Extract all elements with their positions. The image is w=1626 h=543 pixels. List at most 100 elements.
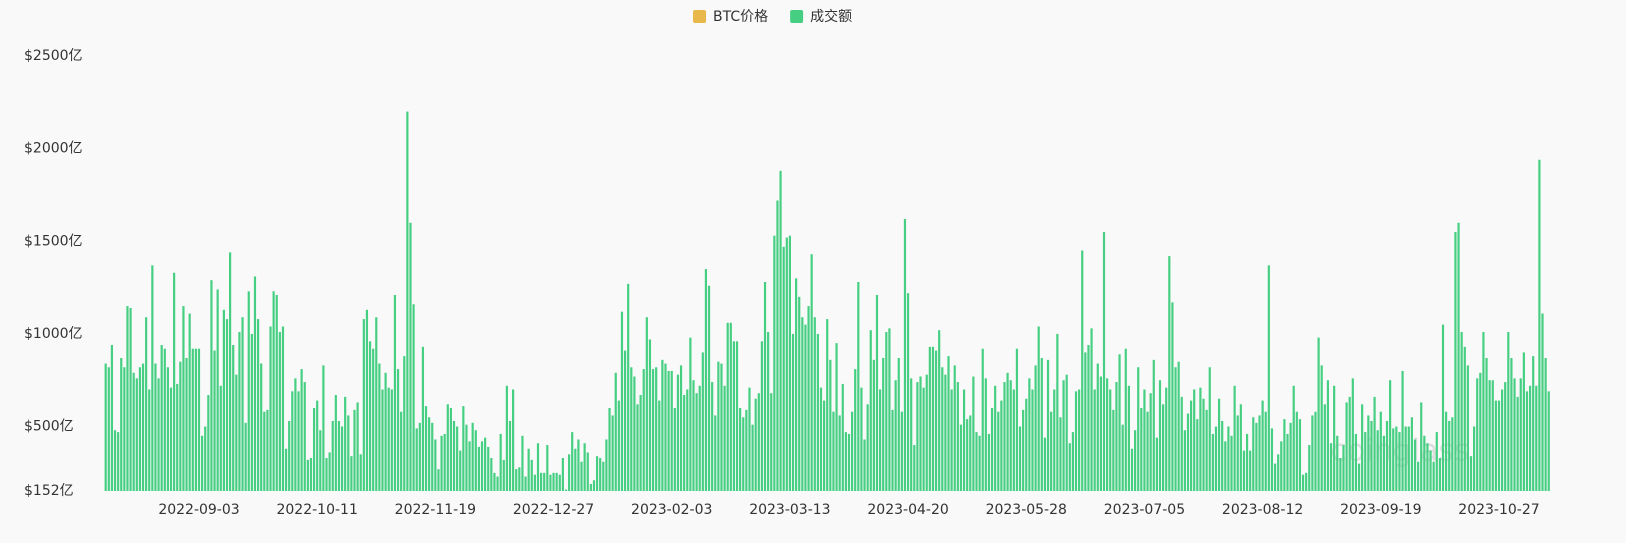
legend-swatch[interactable] bbox=[790, 10, 804, 23]
bar bbox=[1314, 411, 1317, 491]
bar bbox=[1398, 432, 1401, 491]
bar bbox=[328, 452, 331, 491]
bar bbox=[337, 420, 341, 491]
x-tick-label: 2022-11-19 bbox=[395, 502, 476, 518]
bar bbox=[1544, 357, 1547, 491]
bar bbox=[1320, 365, 1323, 491]
bar bbox=[773, 235, 776, 491]
bar bbox=[888, 328, 891, 491]
bar bbox=[664, 363, 667, 491]
bar bbox=[667, 370, 670, 491]
bar bbox=[1488, 380, 1491, 491]
legend-label[interactable]: 成交额 bbox=[810, 8, 852, 25]
bar bbox=[561, 458, 564, 491]
bar bbox=[1258, 415, 1261, 491]
bar bbox=[651, 369, 655, 491]
bar bbox=[169, 387, 173, 491]
bar bbox=[1143, 389, 1146, 491]
bar bbox=[860, 387, 863, 491]
bar bbox=[580, 461, 583, 491]
bar bbox=[179, 361, 182, 491]
bar bbox=[673, 408, 676, 491]
bar bbox=[913, 445, 916, 491]
bar bbox=[1469, 456, 1473, 491]
bar bbox=[222, 309, 225, 491]
bar bbox=[1196, 419, 1199, 491]
y-tick-label: $2500亿 bbox=[24, 48, 83, 64]
bar bbox=[829, 359, 832, 491]
bar bbox=[157, 378, 160, 491]
bar bbox=[518, 467, 521, 491]
bar bbox=[903, 219, 907, 492]
bar bbox=[1012, 389, 1015, 491]
bar bbox=[1407, 426, 1410, 491]
bar bbox=[210, 280, 213, 491]
bar bbox=[1009, 380, 1012, 491]
bar bbox=[1463, 346, 1466, 491]
bar bbox=[107, 367, 110, 491]
bar bbox=[782, 246, 785, 491]
bar bbox=[583, 443, 586, 491]
legend-swatch[interactable] bbox=[693, 10, 706, 23]
bar bbox=[378, 363, 381, 491]
bar bbox=[692, 380, 695, 491]
bar bbox=[278, 332, 281, 491]
bar bbox=[779, 170, 782, 491]
bar bbox=[595, 456, 599, 491]
bar bbox=[390, 389, 393, 491]
bar bbox=[1245, 433, 1249, 491]
bar bbox=[661, 359, 664, 491]
bar bbox=[1255, 422, 1258, 491]
bar bbox=[1301, 474, 1305, 491]
bar bbox=[602, 461, 605, 491]
bar bbox=[941, 367, 944, 491]
bar bbox=[586, 452, 589, 491]
bar bbox=[1152, 359, 1155, 491]
bar bbox=[1059, 417, 1062, 491]
bar bbox=[851, 411, 854, 491]
bar bbox=[922, 387, 925, 491]
bar bbox=[219, 385, 222, 491]
bar bbox=[173, 272, 176, 491]
bar bbox=[1277, 454, 1280, 491]
bar bbox=[1214, 426, 1218, 491]
bar bbox=[1115, 382, 1118, 491]
bar bbox=[1140, 408, 1143, 491]
bar bbox=[303, 382, 306, 491]
bar bbox=[409, 222, 412, 491]
bar bbox=[1522, 352, 1525, 491]
bar bbox=[359, 454, 362, 491]
bar bbox=[1165, 387, 1168, 491]
bar bbox=[508, 420, 512, 491]
bar bbox=[250, 333, 253, 491]
bar bbox=[645, 317, 648, 491]
bar bbox=[577, 439, 580, 491]
bar bbox=[319, 430, 322, 491]
bar bbox=[1099, 376, 1102, 491]
bar bbox=[288, 420, 291, 491]
bar bbox=[465, 424, 468, 491]
bar bbox=[1280, 441, 1283, 491]
bar bbox=[857, 282, 860, 491]
bar bbox=[546, 445, 549, 491]
bar bbox=[723, 385, 726, 491]
bar bbox=[1162, 404, 1165, 491]
bar bbox=[1056, 333, 1059, 491]
bar bbox=[322, 365, 325, 491]
bar bbox=[1373, 396, 1376, 491]
y-tick-label: $1500亿 bbox=[24, 233, 83, 249]
bar bbox=[126, 306, 129, 491]
bar bbox=[1500, 389, 1504, 491]
bar bbox=[424, 406, 428, 491]
bar bbox=[564, 489, 568, 491]
bar bbox=[1127, 385, 1130, 491]
bar bbox=[1413, 439, 1417, 491]
bar bbox=[381, 389, 384, 491]
bar bbox=[717, 361, 720, 491]
bar bbox=[1364, 432, 1367, 491]
bar bbox=[571, 432, 574, 491]
legend-label[interactable]: BTC价格 bbox=[713, 9, 768, 25]
bar bbox=[984, 378, 987, 491]
bar bbox=[428, 417, 431, 491]
bar bbox=[720, 363, 723, 491]
